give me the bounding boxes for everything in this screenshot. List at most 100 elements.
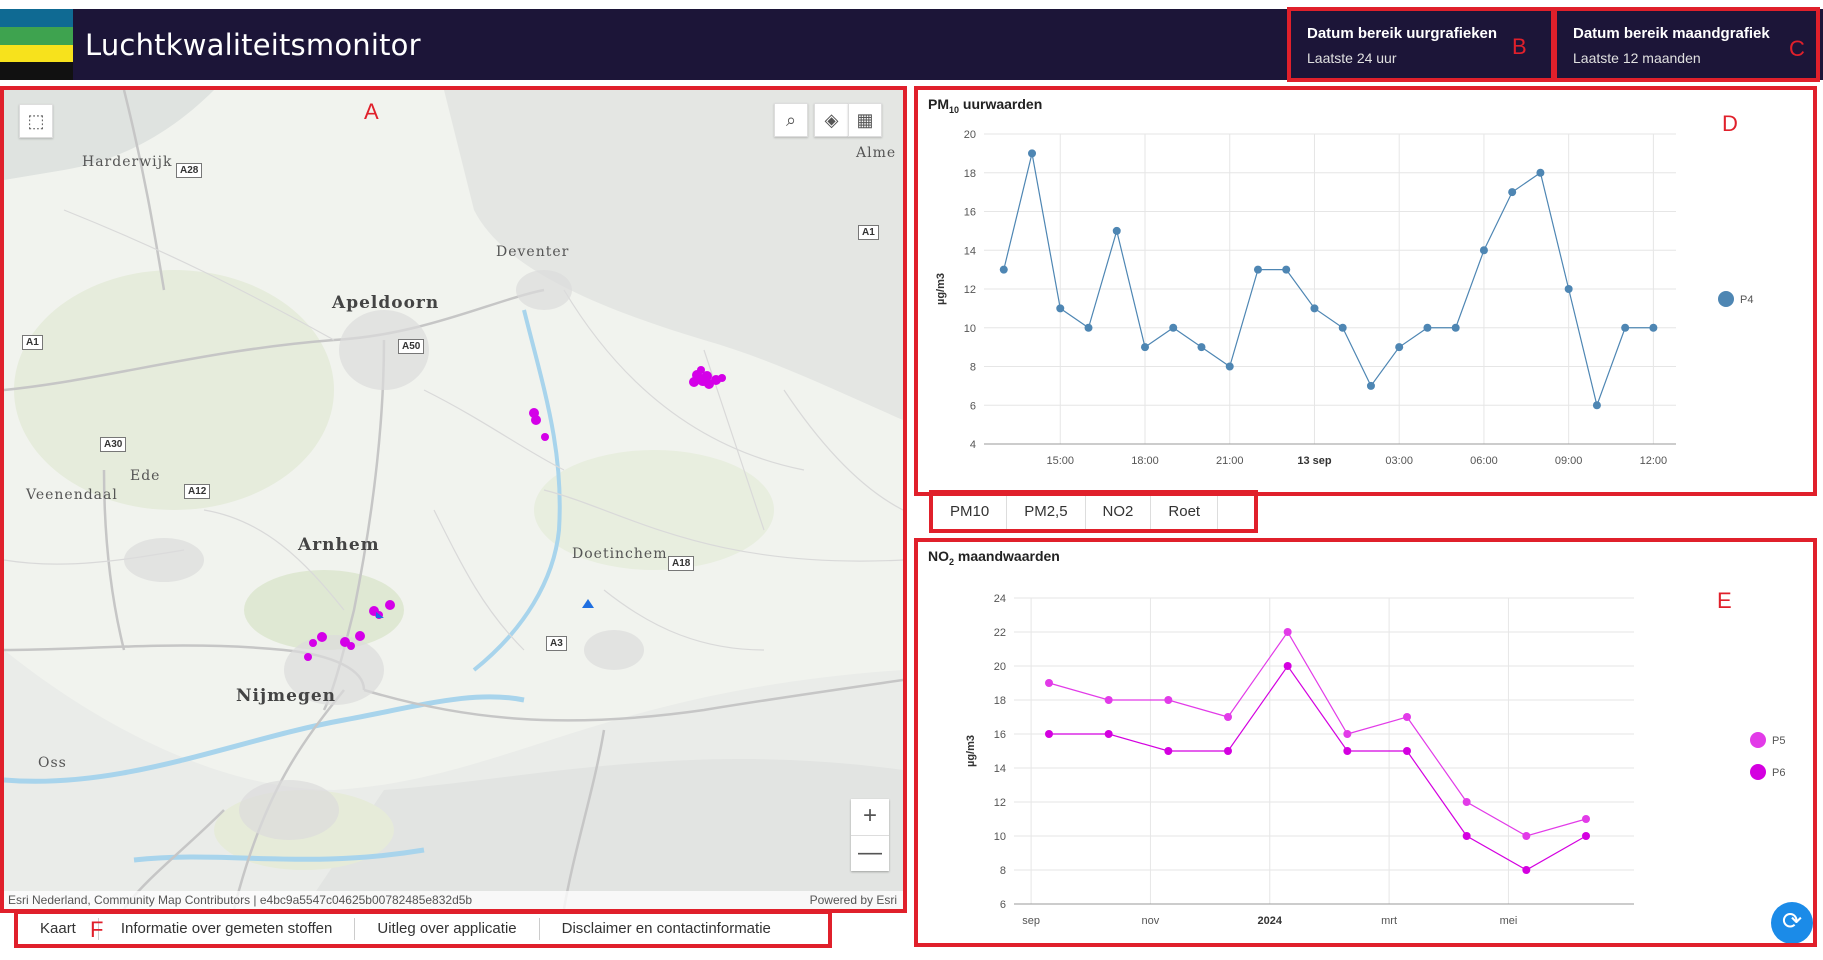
map-label-arnhem: Arnhem — [298, 535, 380, 555]
data-point-P6 — [1224, 747, 1232, 755]
annotation-frame-a — [0, 86, 907, 913]
annotation-frame-f — [14, 910, 832, 948]
annotation-letter-a: A — [364, 99, 379, 124]
data-point-P5 — [1224, 713, 1232, 721]
monthly-date-range-selector[interactable]: Datum bereik maandgrafiek Laatste 12 maa… — [1553, 9, 1823, 80]
data-point-P4 — [1169, 323, 1178, 332]
y-tick-label: 14 — [994, 763, 1006, 775]
road-shield-a28: A28 — [176, 163, 203, 178]
data-point-P4 — [1536, 168, 1545, 177]
tab-pm25[interactable]: PM2,5 — [1007, 494, 1086, 532]
road-shield-a1-east: A1 — [858, 225, 879, 240]
annotation-frame-b — [1287, 7, 1557, 82]
annotation-frame-d — [914, 86, 1817, 496]
y-tick-label: 18 — [964, 168, 976, 180]
x-tick-label: 03:00 — [1385, 455, 1413, 467]
data-point-P4 — [1621, 323, 1630, 332]
data-point-P4 — [1084, 323, 1093, 332]
data-point-P6 — [1343, 747, 1352, 755]
y-tick-label: 24 — [994, 593, 1006, 605]
app-header: Luchtkwaliteitsmonitor Datum bereik uurg… — [0, 9, 1823, 80]
layers-icon[interactable]: ◈ — [814, 103, 848, 137]
map-label-almere: Alme — [856, 145, 897, 161]
bottom-navigation: Kaart Informatie over gemeten stoffen Ui… — [18, 912, 793, 945]
y-tick-label: 10 — [964, 323, 976, 335]
data-point-P4 — [1112, 226, 1121, 235]
road-shield-a12: A12 — [184, 484, 211, 499]
data-point-P5 — [1045, 679, 1053, 687]
y-tick-label: 18 — [994, 695, 1006, 707]
data-point-P4 — [1451, 323, 1460, 332]
y-axis-label: µg/m3 — [935, 273, 947, 305]
data-point-P5 — [1522, 832, 1531, 840]
x-tick-label: sep — [1022, 915, 1040, 927]
search-icon[interactable]: ⌕ — [774, 103, 808, 137]
data-point-P6 — [1283, 662, 1292, 670]
x-tick-label: 2024 — [1258, 915, 1283, 927]
hourly-date-range-value: Laatste 24 uur — [1307, 50, 1397, 66]
data-point-P6 — [1104, 730, 1113, 738]
tab-no2[interactable]: NO2 — [1085, 494, 1152, 532]
x-tick-label: 15:00 — [1046, 455, 1074, 467]
data-point-P4 — [1423, 323, 1432, 332]
x-tick-label: 18:00 — [1131, 455, 1159, 467]
powered-by-esri[interactable]: Powered by Esri — [809, 893, 897, 907]
data-point-P6 — [1582, 832, 1590, 840]
data-point-P4 — [1282, 265, 1291, 274]
flag-stripe-blue — [0, 9, 73, 27]
series-line-P6 — [1049, 664, 1587, 871]
tab-disclaimer-contact[interactable]: Disclaimer en contactinformatie — [561, 919, 771, 937]
qr-icon[interactable]: ▦ — [848, 103, 882, 137]
basemap — [4, 90, 903, 909]
sensor-arrow-marker[interactable] — [582, 599, 594, 608]
zoom-control: + — — [851, 799, 889, 871]
data-point-P4 — [1338, 323, 1347, 332]
data-point-P4 — [1197, 343, 1206, 352]
monthly-date-range-label: Datum bereik maandgrafiek — [1573, 25, 1770, 42]
annotation-letter-c: C — [1789, 36, 1805, 61]
y-tick-label: 6 — [970, 400, 976, 412]
data-point-P4 — [1479, 246, 1488, 255]
annotation-letter-f: F — [90, 917, 104, 942]
sensor-markers[interactable] — [304, 366, 726, 661]
map-label-nijmegen: Nijmegen — [236, 686, 337, 706]
map-label-veenendaal: Veenendaal — [26, 487, 118, 503]
x-tick-label: 21:00 — [1216, 455, 1244, 467]
hourly-date-range-selector[interactable]: Datum bereik uurgrafieken Laatste 24 uur — [1287, 9, 1553, 80]
annotation-frame-c — [1551, 7, 1820, 82]
series-line-P4 — [1003, 153, 1654, 408]
flag-stripe-yellow — [0, 44, 73, 63]
y-tick-label: 8 — [1000, 865, 1006, 877]
zoom-out-button[interactable]: — — [851, 835, 889, 871]
tab-kaart[interactable]: Kaart — [18, 917, 99, 940]
data-point-P4 — [1649, 323, 1658, 332]
tab-uitleg-applicatie[interactable]: Uitleg over applicatie — [355, 917, 540, 940]
y-axis-label: µg/m3 — [965, 735, 977, 767]
data-point-P4 — [1310, 304, 1319, 313]
map-label-oss: Oss — [38, 755, 67, 771]
series-line-P5 — [1048, 630, 1587, 837]
zoom-in-button[interactable]: + — [862, 802, 877, 829]
tab-informatie-stoffen[interactable]: Informatie over gemeten stoffen — [99, 917, 356, 940]
x-tick-label: mei — [1500, 915, 1518, 927]
legend-marker-P6 — [1750, 764, 1766, 780]
data-point-P5 — [1582, 815, 1590, 823]
y-tick-label: 8 — [970, 362, 976, 374]
map-label-apeldoorn: Apeldoorn — [332, 293, 440, 313]
annotation-letter-d: D — [1722, 111, 1738, 136]
no2-chart-title: NO2 maandwaarden — [928, 548, 1060, 567]
map-view[interactable]: Harderwijk Alme Deventer Apeldoorn Ede V… — [4, 90, 903, 909]
legend-label-P6: P6 — [1772, 767, 1785, 779]
y-tick-label: 14 — [964, 245, 976, 257]
no2-monthly-chart-panel: NO2 maandwaarden 6 8 10 12 14 16 18 20 22 24 sep no… — [918, 542, 1813, 944]
data-point-P4 — [1028, 149, 1037, 158]
data-point-P6 — [1462, 832, 1471, 840]
pollutant-tabs: PM10 PM2,5 NO2 Roet — [933, 494, 1219, 532]
select-icon[interactable]: ⬚ — [19, 104, 53, 138]
data-point-P5 — [1164, 696, 1173, 704]
tab-roet[interactable]: Roet — [1151, 494, 1219, 532]
data-point-P6 — [1403, 747, 1411, 755]
refresh-icon[interactable]: ⟳ — [1771, 902, 1813, 944]
y-tick-label: 12 — [994, 797, 1006, 809]
data-point-P5 — [1104, 696, 1113, 704]
